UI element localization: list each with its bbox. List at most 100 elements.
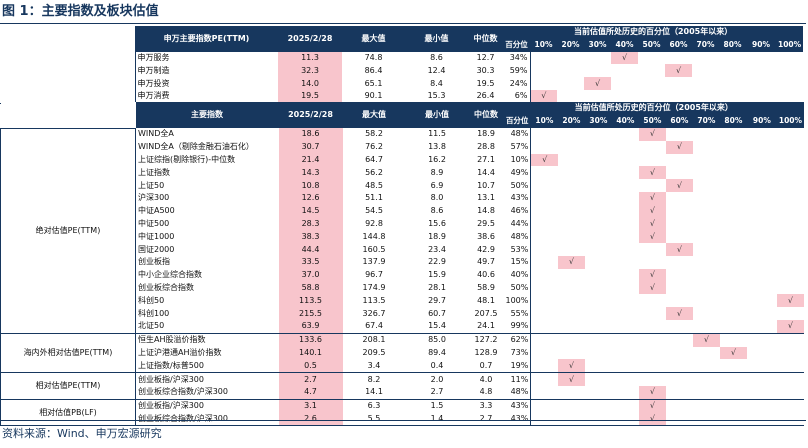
percentile-bin-cell <box>746 64 776 77</box>
percentile-bin-cell <box>585 141 612 154</box>
main-bin-header-0: 百分位 <box>503 114 531 129</box>
main-corner <box>0 102 136 115</box>
percentile-check-mark: √ <box>719 346 747 360</box>
sw-bin-header-10: 100% <box>776 38 804 52</box>
percentile-bin-cell <box>585 218 612 231</box>
percentile-check-mark: √ <box>638 217 666 231</box>
main-index-table: 主要指数 2025/2/28 最大值 最小值 中位数 当前估值所处历史的百分位（2005年… <box>0 102 805 427</box>
percentile-bin-cell <box>611 412 639 427</box>
percentile-bin-cell <box>558 269 585 282</box>
percentile-bin-cell <box>693 166 720 179</box>
index-name: 创业板综合指数/沪深300 <box>135 412 279 427</box>
max-value: 14.1 <box>365 387 383 397</box>
max-value: 5.5 <box>342 412 406 427</box>
max-value: 326.7 <box>362 308 386 318</box>
table-row: 科创50 113.5 113.5 29.7 48.1 100% √ <box>1 294 805 308</box>
percentile-bin-cell <box>666 218 693 231</box>
table-row: 科创100 215.5 326.7 60.7 207.5 55% √ <box>1 307 805 321</box>
percentile-bin-cell <box>719 332 747 347</box>
percentile-bin-cell <box>639 179 666 192</box>
percentile-bin-cell <box>557 64 584 77</box>
percentile-bin-cell <box>720 294 747 307</box>
percentile-bin-cell <box>558 386 585 399</box>
min-value: 29.7 <box>428 295 446 305</box>
min-value: 15.9 <box>428 270 446 280</box>
current-value: 140.1 <box>278 346 343 360</box>
current-value: 14.5 <box>278 204 343 218</box>
current-value: 3.1 <box>278 398 343 413</box>
sw-header-3: 最小值 <box>405 26 468 52</box>
percentile-bin-cell <box>531 192 558 205</box>
percentile-bin-cell <box>719 372 747 387</box>
min-value: 28.1 <box>428 283 446 293</box>
percentile-bin-cell <box>611 398 639 413</box>
percentile-bin-cell <box>720 359 747 372</box>
percentile-bin-cell <box>777 154 804 167</box>
percentile-bin-cell <box>557 52 584 65</box>
title-rule <box>0 23 806 24</box>
percentile-bin-cell <box>693 320 720 333</box>
percentile-bin-cell <box>558 307 585 320</box>
table-row: 中小企业综合指数 37.0 96.7 15.9 40.6 40% √ <box>1 268 805 282</box>
percentile-bin-cell <box>612 256 639 269</box>
percentile-check-mark: √ <box>557 256 585 269</box>
sw-bin-header-4: 40% <box>611 38 638 52</box>
percentile-bin-cell <box>531 320 558 333</box>
percentile-bin-cell <box>693 192 720 205</box>
percentile-value: 53% <box>503 243 532 257</box>
percentile-bin-cell <box>638 77 665 90</box>
percentile-bin-cell <box>720 320 747 333</box>
percentile-bin-cell <box>585 269 612 282</box>
current-value: 133.6 <box>278 332 343 347</box>
main-header-1: 2025/2/28 <box>278 102 343 129</box>
main-bin-header-4: 40% <box>611 114 639 129</box>
percentile-bin-cell <box>530 332 558 347</box>
percentile-bin-cell <box>666 359 693 372</box>
percentile-bin-cell <box>558 243 585 256</box>
current-value: 215.5 <box>278 307 343 321</box>
percentile-bin-cell <box>612 179 639 192</box>
current-value: 2.7 <box>278 372 343 387</box>
percentile-value: 40% <box>503 268 532 282</box>
percentile-check-mark: √ <box>638 230 666 244</box>
percentile-bin-cell <box>531 256 558 269</box>
percentile-bin-cell <box>531 347 558 360</box>
sw-bin-header-7: 70% <box>692 38 719 52</box>
max-value: 64.7 <box>365 155 383 165</box>
figure-title: 图 1：主要指数及板块估值 <box>2 4 159 19</box>
percentile-bin-cell <box>693 154 720 167</box>
percentile-check-mark: √ <box>638 268 666 282</box>
percentile-bin-cell <box>557 398 585 413</box>
percentile-bin-cell <box>531 359 558 372</box>
max-value: 48.5 <box>365 180 383 190</box>
table-row: 申万投资 14.0 65.1 8.4 19.5 24% √ <box>0 77 803 90</box>
percentile-bin-cell <box>693 347 720 360</box>
percentile-check-mark: √ <box>692 332 720 347</box>
percentile-bin-cell <box>666 269 693 282</box>
percentile-bin-cell <box>777 218 804 231</box>
percentile-check-mark: √ <box>776 320 805 334</box>
percentile-bin-cell <box>612 359 639 372</box>
percentile-bin-cell <box>777 359 804 372</box>
median-value: 14.4 <box>477 167 495 177</box>
footer-rule <box>0 420 806 421</box>
index-name: 创业板指/沪深300 <box>135 372 279 387</box>
percentile-bin-cell <box>666 347 693 360</box>
percentile-bin-cell <box>639 294 666 307</box>
percentile-bin-cell <box>747 347 777 360</box>
percentile-bin-cell <box>638 52 665 65</box>
percentile-bin-cell <box>584 398 612 413</box>
current-value: 14.0 <box>278 77 342 90</box>
percentile-check-mark: √ <box>638 128 666 141</box>
percentile-bin-cell <box>612 205 639 218</box>
percentile-bin-cell <box>530 398 558 413</box>
index-name: 创业板指/沪深300 <box>135 398 279 413</box>
percentile-check-mark: √ <box>665 179 693 193</box>
percentile-bin-cell <box>747 256 777 269</box>
percentile-value: 10% <box>503 153 532 167</box>
percentile-check-mark: √ <box>638 398 666 413</box>
percentile-bin-cell <box>531 128 558 141</box>
percentile-bin-cell <box>719 398 747 413</box>
percentile-check-mark: √ <box>530 153 558 167</box>
percentile-bin-cell <box>747 179 777 192</box>
